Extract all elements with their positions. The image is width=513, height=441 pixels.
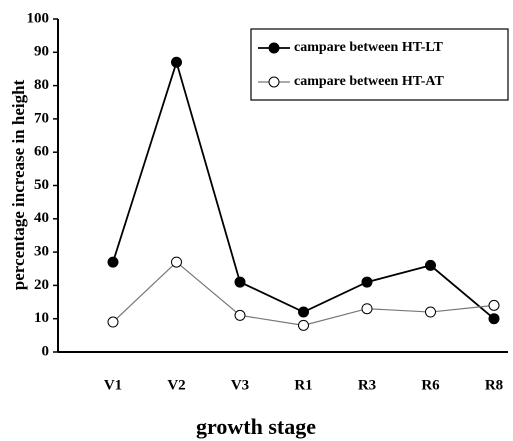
x-tick-label: R6 <box>421 377 440 393</box>
legend-label: campare between HT-AT <box>294 74 444 89</box>
data-point <box>488 313 500 325</box>
y-tick-label: 70 <box>34 110 49 126</box>
x-axis-title: growth stage <box>196 414 316 439</box>
x-tick-label: R8 <box>485 377 503 393</box>
y-tick-label: 20 <box>34 277 49 293</box>
data-point <box>361 276 373 288</box>
data-point <box>425 306 436 318</box>
y-tick-label: 40 <box>34 210 49 226</box>
y-tick-label: 80 <box>34 77 49 93</box>
y-tick-label: 30 <box>34 244 49 260</box>
legend-label: campare between HT-LT <box>294 40 443 55</box>
data-point <box>361 303 373 315</box>
y-tick-label: 90 <box>34 44 49 60</box>
data-point <box>107 256 119 268</box>
data-point <box>298 306 309 318</box>
data-point <box>298 319 309 331</box>
x-tick-label: V1 <box>104 377 122 393</box>
legend-box <box>250 28 509 101</box>
y-tick-label: 50 <box>34 177 49 193</box>
data-point <box>171 256 182 268</box>
data-point <box>107 316 119 328</box>
data-point <box>234 309 246 321</box>
y-tick-label: 0 <box>42 343 50 359</box>
x-tick-label: V3 <box>231 377 249 393</box>
x-tick-label: V2 <box>167 377 185 393</box>
data-point <box>425 259 436 271</box>
legend-marker <box>268 42 280 54</box>
data-point <box>488 299 500 311</box>
y-tick-label: 100 <box>27 10 50 26</box>
series-line <box>112 59 495 320</box>
y-axis-title: percentage increase in height <box>9 79 28 290</box>
data-point <box>171 56 182 68</box>
legend-marker <box>268 76 280 88</box>
x-tick-label: R1 <box>294 377 312 393</box>
x-tick-label: R3 <box>358 377 376 393</box>
data-point <box>234 276 246 288</box>
y-tick-label: 60 <box>34 144 49 160</box>
y-tick-label: 10 <box>34 310 49 326</box>
